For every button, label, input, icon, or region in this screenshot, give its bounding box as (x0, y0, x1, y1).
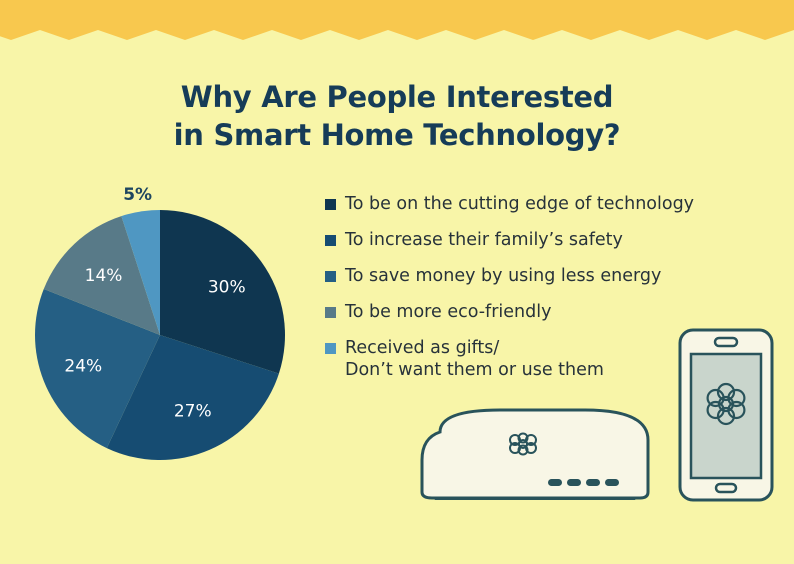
pie-slice (106, 335, 279, 461)
legend-item: To be more eco-friendly (325, 301, 694, 323)
hub-indicator-lights (548, 479, 619, 486)
legend: To be on the cutting edge of technology T… (325, 193, 694, 395)
pie-data-label: 24% (64, 356, 102, 376)
legend-item: To be on the cutting edge of technology (325, 193, 694, 215)
title-line-2: in Smart Home Technology? (173, 118, 621, 152)
smartphone-icon (678, 328, 774, 502)
top-zigzag-band (0, 0, 794, 40)
smart-hub-icon (420, 408, 650, 500)
legend-swatch (325, 271, 336, 282)
legend-label: Received as gifts/ Don’t want them or us… (345, 338, 604, 380)
hub-flower-logo-icon (509, 432, 537, 456)
legend-item: Received as gifts/ Don’t want them or us… (325, 337, 694, 381)
pie-data-label: 30% (208, 278, 246, 298)
smartphone-flower-logo-icon (706, 382, 746, 426)
legend-item: To increase their family’s safety (325, 229, 694, 251)
legend-swatch (325, 235, 336, 246)
legend-label: To save money by using less energy (345, 266, 662, 286)
legend-swatch (325, 307, 336, 318)
pie-slice (34, 288, 161, 449)
chart-title: Why Are People Interested in Smart Home … (0, 78, 794, 154)
devices-illustration (420, 328, 774, 502)
legend-swatch (325, 199, 336, 210)
legend-item: To save money by using less energy (325, 265, 694, 287)
pie-slice (43, 216, 160, 335)
pie-chart: 30% 27% 24% 14% 5% (34, 185, 285, 461)
legend-label: To be more eco-friendly (345, 302, 552, 322)
title-line-1: Why Are People Interested (180, 80, 614, 114)
legend-label: To be on the cutting edge of technology (345, 194, 695, 214)
legend-label: To increase their family’s safety (345, 230, 623, 250)
legend-swatch (325, 343, 336, 354)
pie-slice (121, 210, 160, 335)
pie-data-label: 5% (123, 185, 152, 205)
pie-data-label: 14% (85, 266, 123, 286)
pie-slice (160, 210, 285, 374)
pie-data-label: 27% (174, 402, 212, 422)
